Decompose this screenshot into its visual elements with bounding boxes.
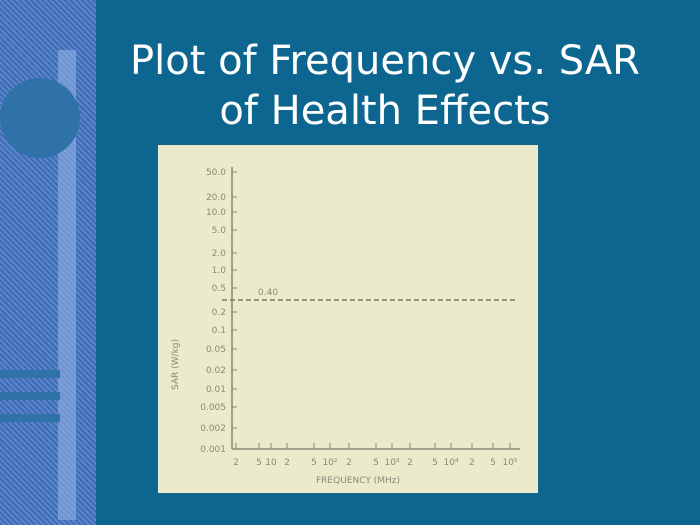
y-tick-label: 0.5: [212, 284, 226, 294]
x-tick-label: 2: [407, 458, 413, 468]
x-tick-label: 10⁵: [502, 458, 517, 468]
y-axis-label: SAR (W/kg): [171, 339, 181, 390]
figure-background: [158, 145, 538, 493]
x-tick-label: 10: [265, 458, 277, 468]
figure: 0.40 SAR (W/kg) FREQUENCY (MHz) 50.020.0…: [158, 145, 538, 493]
x-tick-label: 5: [256, 458, 262, 468]
x-tick-label: 5: [432, 458, 438, 468]
y-tick-label: 10.0: [206, 208, 226, 218]
x-tick-label: 2: [284, 458, 290, 468]
y-tick-label: 2.0: [212, 249, 227, 259]
y-tick-label: 0.02: [206, 366, 226, 376]
y-tick-label: 5.0: [212, 226, 227, 236]
x-tick-label: 10⁴: [443, 458, 458, 468]
x-tick-label: 2: [469, 458, 475, 468]
y-tick-label: 0.2: [212, 308, 226, 318]
y-tick-label: 0.05: [206, 345, 226, 355]
x-tick-label: 10²: [322, 458, 337, 468]
x-tick-label: 10³: [384, 458, 399, 468]
decor: [0, 50, 80, 520]
y-tick-label: 1.0: [212, 266, 227, 276]
x-tick-label: 2: [346, 458, 352, 468]
y-tick-label: 20.0: [206, 193, 226, 203]
decor-strip: [0, 0, 96, 525]
y-tick-label: 0.001: [200, 445, 226, 455]
x-tick-label: 5: [311, 458, 317, 468]
y-tick-label: 0.005: [200, 403, 226, 413]
x-axis-label: FREQUENCY (MHz): [316, 476, 400, 486]
slide-title: Plot of Frequency vs. SAR of Health Effe…: [100, 36, 670, 136]
threshold-label: 0.40: [258, 288, 278, 298]
x-tick-label: 5: [373, 458, 379, 468]
x-tick-label: 2: [233, 458, 239, 468]
title-line: of Health Effects: [219, 88, 551, 134]
y-tick-label: 50.0: [206, 168, 226, 178]
y-tick-label: 0.002: [200, 424, 226, 434]
y-tick-label: 0.01: [206, 385, 226, 395]
x-tick-label: 5: [490, 458, 496, 468]
title-line: Plot of Frequency vs. SAR: [130, 38, 640, 84]
y-tick-label: 0.1: [212, 326, 226, 336]
